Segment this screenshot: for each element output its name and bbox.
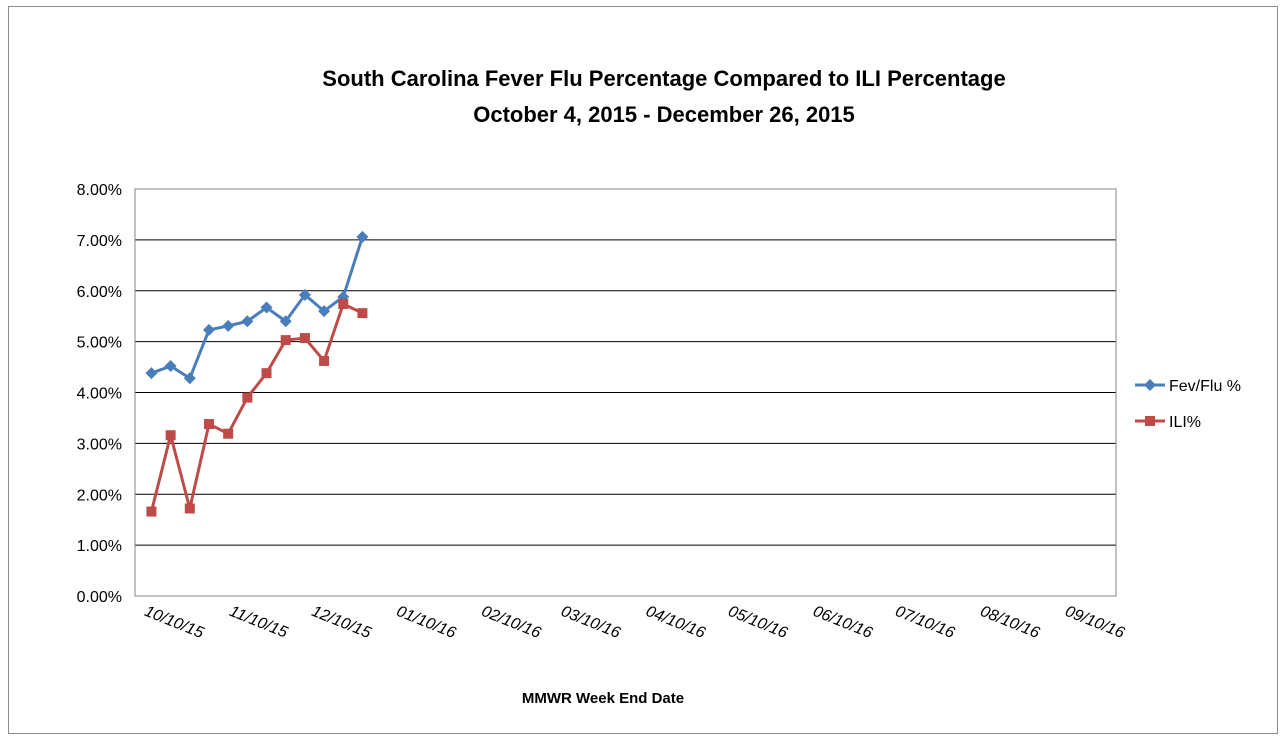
chart-subtitle: October 4, 2015 - December 26, 2015	[473, 102, 855, 127]
y-tick-label: 0.00%	[77, 589, 122, 606]
x-axis: 10/10/15 11/10/15 12/10/15 01/10/16 02/10/16…	[142, 603, 1127, 642]
data-point	[223, 428, 234, 439]
data-point	[203, 419, 214, 430]
x-tick-label: 06/10/16	[811, 603, 875, 642]
data-point	[222, 319, 235, 332]
series-line	[150, 236, 364, 380]
data-point	[319, 355, 330, 366]
y-tick-label: 3.00%	[77, 436, 122, 453]
x-tick-label: 07/10/16	[893, 603, 957, 642]
x-tick-label: 09/10/16	[1063, 603, 1127, 642]
data-point	[299, 333, 310, 344]
data-point	[261, 368, 272, 379]
chart-frame	[8, 6, 1278, 734]
data-point	[318, 305, 331, 318]
y-tick-label: 2.00%	[77, 487, 122, 504]
data-point	[298, 288, 311, 301]
series-layer	[145, 230, 369, 517]
grid-layer	[135, 188, 1116, 546]
data-point	[338, 298, 349, 309]
data-point	[164, 360, 177, 373]
chart-title: South Carolina Fever Flu Percentage Comp…	[322, 66, 1005, 91]
data-point	[145, 367, 158, 380]
x-tick-label: 12/10/15	[309, 603, 373, 642]
x-tick-label: 05/10/16	[726, 603, 790, 642]
data-point	[202, 323, 215, 336]
data-point	[280, 335, 291, 346]
plot-area	[134, 188, 1117, 597]
x-tick-label: 02/10/16	[479, 603, 543, 642]
y-tick-label: 6.00%	[77, 284, 122, 301]
legend-marker	[1145, 416, 1155, 426]
data-point	[146, 506, 157, 517]
legend-marker	[1144, 379, 1156, 391]
x-tick-label: 11/10/15	[227, 603, 290, 642]
legend-label: ILI%	[1169, 414, 1201, 431]
x-tick-label: 01/10/16	[394, 603, 458, 642]
y-tick-label: 7.00%	[77, 233, 122, 250]
x-axis-label: MMWR Week End Date	[522, 690, 684, 707]
data-point	[241, 315, 254, 328]
data-point	[279, 315, 292, 328]
data-point	[242, 392, 253, 403]
data-point	[165, 430, 176, 441]
data-point	[260, 301, 273, 314]
x-tick-label: 04/10/16	[643, 603, 707, 642]
x-tick-label: 03/10/16	[558, 603, 622, 642]
series-line	[149, 302, 364, 512]
data-point	[184, 503, 195, 514]
x-tick-label: 10/10/15	[142, 603, 206, 642]
y-tick-label: 1.00%	[77, 538, 122, 555]
data-point	[183, 372, 196, 385]
y-axis: 0.00% 1.00% 2.00% 3.00% 4.00% 5.00% 6.00% 7.00%…	[77, 182, 122, 606]
x-tick-label: 08/10/16	[978, 603, 1042, 642]
y-tick-label: 4.00%	[77, 386, 122, 403]
y-tick-label: 8.00%	[77, 182, 122, 199]
y-tick-label: 5.00%	[77, 335, 122, 352]
legend: Fev/Flu % ILI%	[1135, 378, 1241, 431]
data-point	[356, 230, 369, 243]
data-point	[357, 308, 368, 319]
legend-label: Fev/Flu %	[1169, 378, 1241, 395]
